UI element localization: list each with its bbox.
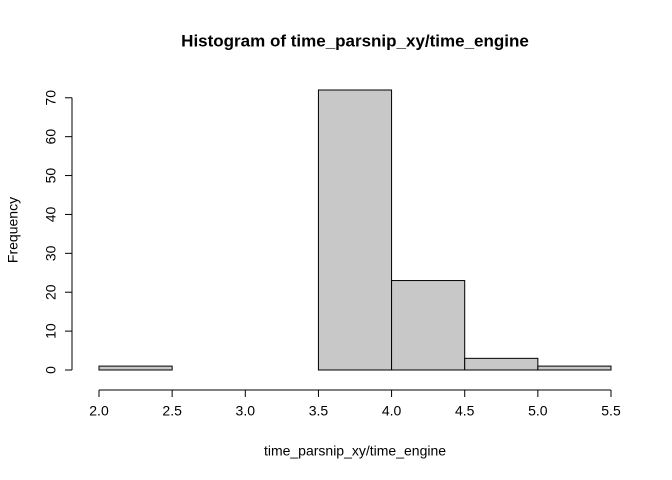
y-tick-label: 50 bbox=[43, 168, 59, 184]
x-tick-label: 3.5 bbox=[309, 403, 329, 419]
x-tick-label: 4.0 bbox=[382, 403, 402, 419]
y-tick-label: 30 bbox=[43, 245, 59, 261]
x-axis-label: time_parsnip_xy/time_engine bbox=[264, 443, 446, 459]
bar bbox=[98, 365, 173, 371]
bar bbox=[537, 365, 612, 371]
x-tick-label: 3.0 bbox=[236, 403, 256, 419]
y-tick-label: 40 bbox=[43, 206, 59, 222]
bar bbox=[464, 357, 539, 371]
y-tick-label: 0 bbox=[43, 366, 59, 374]
x-tick-label: 4.5 bbox=[455, 403, 475, 419]
x-tick-label: 2.5 bbox=[162, 403, 182, 419]
bar bbox=[391, 280, 466, 371]
x-tick-label: 5.0 bbox=[528, 403, 548, 419]
chart-title: Histogram of time_parsnip_xy/time_engine bbox=[181, 31, 529, 50]
bar bbox=[317, 89, 393, 371]
y-tick-label: 20 bbox=[43, 284, 59, 300]
y-tick-label: 70 bbox=[43, 90, 59, 106]
x-tick-label: 5.5 bbox=[601, 403, 621, 419]
y-axis-label: Frequency bbox=[5, 197, 21, 263]
x-tick-label: 2.0 bbox=[89, 403, 109, 419]
y-tick-label: 10 bbox=[43, 323, 59, 339]
y-tick-label: 60 bbox=[43, 129, 59, 145]
